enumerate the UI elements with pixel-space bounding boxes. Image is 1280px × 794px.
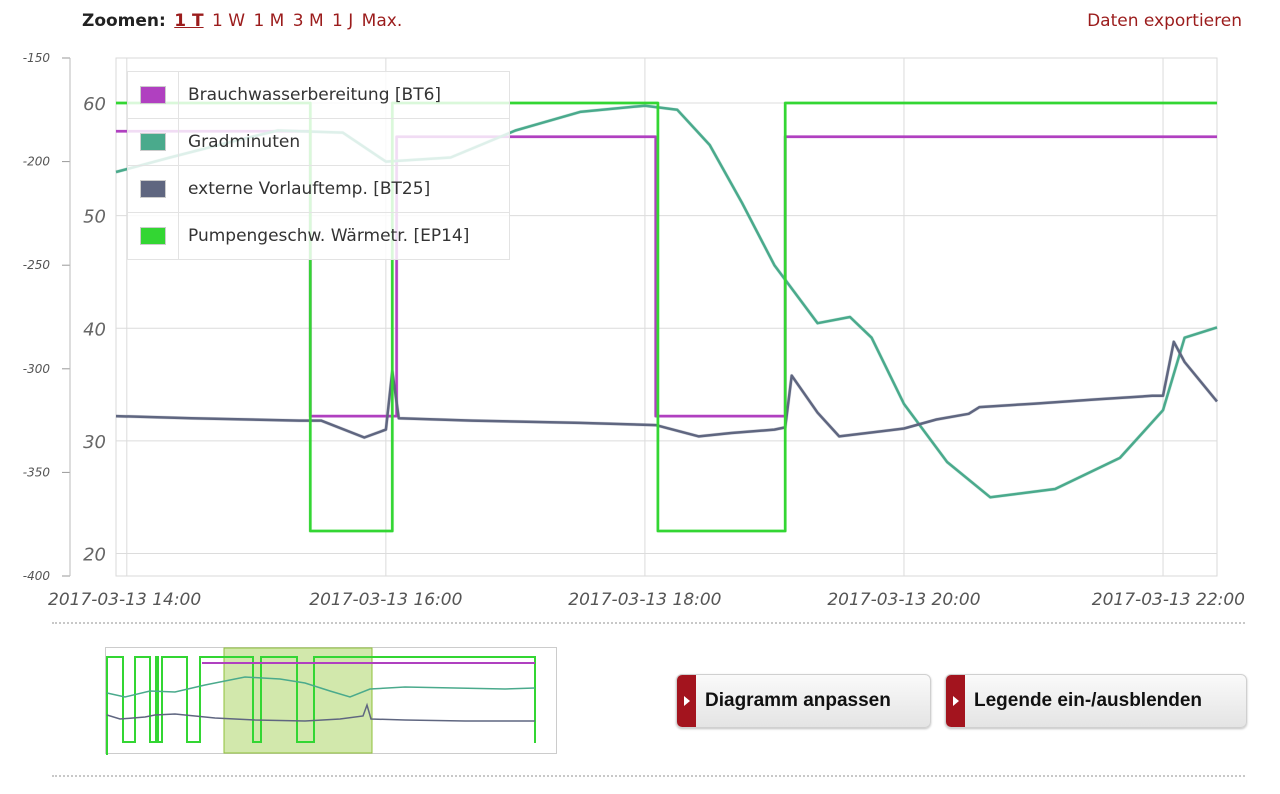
zoom-option-1-day[interactable]: 1 T bbox=[174, 11, 204, 31]
zoom-option-1-year[interactable]: 1 J bbox=[332, 11, 354, 31]
y-tick-label-right: -400 bbox=[23, 569, 51, 583]
chart-legend: Brauchwasserbereitung [BT6] Gradminuten … bbox=[127, 71, 510, 260]
zoom-bar: Zoomen: 1 T 1 W 1 M 3 M 1 J Max. bbox=[82, 11, 402, 31]
y-tick-label-right: -150 bbox=[23, 51, 51, 65]
zoom-option-max[interactable]: Max. bbox=[361, 11, 403, 31]
plot-area bbox=[115, 57, 1218, 577]
legend-item[interactable]: Pumpengeschw. Wärmetr. [EP14] bbox=[128, 213, 509, 259]
series-line-shadow bbox=[115, 340, 1219, 440]
toggle-legend-button-label: Legende ein-/ausblenden bbox=[974, 690, 1203, 711]
legend-item[interactable]: Gradminuten bbox=[128, 119, 509, 166]
x-tick-label: 2017-03-13 16:00 bbox=[309, 590, 462, 610]
y-tick-label-left: 50 bbox=[83, 207, 106, 228]
y-tick-label-right: -350 bbox=[23, 465, 51, 479]
legend-swatch bbox=[140, 133, 166, 151]
x-tick-label: 2017-03-13 14:00 bbox=[48, 590, 201, 610]
chevron-right-icon bbox=[946, 675, 965, 727]
adjust-chart-button-label: Diagramm anpassen bbox=[705, 690, 891, 711]
divider bbox=[52, 775, 1245, 777]
navigator-series-degree-minutes bbox=[106, 676, 536, 698]
x-tick-label: 2017-03-13 22:00 bbox=[1092, 590, 1245, 610]
export-data-link[interactable]: Daten exportieren bbox=[1087, 11, 1242, 31]
y-tick-label-left: 60 bbox=[83, 94, 106, 115]
main-chart[interactable]: 20 30 40 50 60 -150 -200 -250 -300 -350 -400 2017-0… bbox=[0, 40, 1280, 615]
legend-label: Gradminuten bbox=[188, 132, 301, 152]
legend-label: Pumpengeschw. Wärmetr. [EP14] bbox=[188, 226, 470, 246]
y-tick-label-left: 30 bbox=[83, 432, 106, 453]
toggle-legend-button[interactable]: Legende ein-/ausblenden bbox=[945, 674, 1247, 728]
divider bbox=[52, 622, 1245, 624]
zoom-option-1-month[interactable]: 1 M bbox=[253, 11, 285, 31]
legend-label: Brauchwasserbereitung [BT6] bbox=[188, 85, 442, 105]
x-tick-label: 2017-03-13 20:00 bbox=[827, 590, 980, 610]
y-tick-label-right: -200 bbox=[23, 155, 51, 169]
legend-swatch bbox=[140, 227, 166, 245]
navigator-series-pump bbox=[106, 656, 536, 755]
navigator-series-flow-temp bbox=[106, 702, 535, 722]
y-tick-label-left: 40 bbox=[83, 319, 106, 340]
legend-label: externe Vorlauftemp. [BT25] bbox=[188, 179, 431, 199]
zoom-option-1-week[interactable]: 1 W bbox=[212, 11, 246, 31]
legend-item[interactable]: Brauchwasserbereitung [BT6] bbox=[128, 72, 509, 119]
y-tick-label-right: -300 bbox=[23, 362, 51, 376]
zoom-label: Zoomen: bbox=[82, 11, 166, 31]
y-tick-label-right: -250 bbox=[23, 258, 51, 272]
zoom-option-3-months[interactable]: 3 M bbox=[292, 11, 324, 31]
series-line bbox=[116, 101, 1217, 533]
legend-item[interactable]: externe Vorlauftemp. [BT25] bbox=[128, 166, 509, 213]
legend-swatch bbox=[140, 86, 166, 104]
series-line bbox=[115, 340, 1218, 439]
chevron-right-icon bbox=[677, 675, 696, 727]
legend-swatch bbox=[140, 180, 166, 198]
y-tick-label-left: 20 bbox=[83, 544, 106, 565]
navigator-chart[interactable] bbox=[105, 647, 558, 755]
x-tick-label: 2017-03-13 18:00 bbox=[568, 590, 721, 610]
adjust-chart-button[interactable]: Diagramm anpassen bbox=[676, 674, 931, 728]
